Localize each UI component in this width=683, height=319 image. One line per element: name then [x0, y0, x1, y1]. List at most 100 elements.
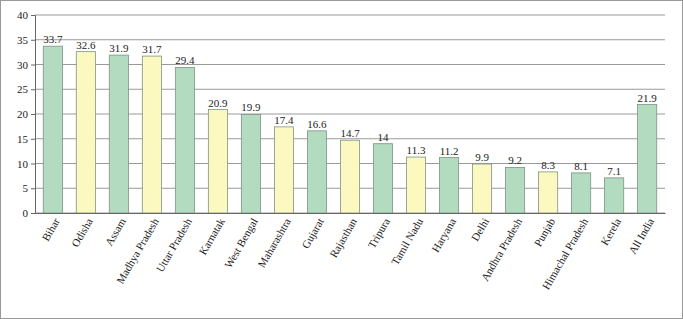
bar	[340, 140, 359, 213]
x-tick-label: Haryana	[429, 216, 458, 254]
grid-line	[35, 39, 665, 40]
data-label: 17.4	[274, 114, 294, 126]
x-tick-label: Himachal Pradesh	[540, 215, 591, 291]
x-tick: Bihar	[39, 213, 62, 243]
y-tick-mark	[31, 15, 35, 16]
x-tick-label: West Bengal	[222, 216, 260, 270]
bar	[241, 114, 260, 213]
bar	[307, 131, 326, 213]
chart-frame	[1, 1, 683, 319]
y-tick-label: 20	[17, 108, 29, 120]
y-axis: 0 5 10 15 20 25 30 35 40	[17, 9, 36, 219]
grid	[35, 15, 665, 213]
bar	[175, 67, 194, 213]
data-label: 14	[378, 131, 390, 143]
y-tick-mark	[31, 114, 35, 115]
x-tick: Assam	[103, 213, 129, 248]
bar	[638, 105, 657, 213]
x-tick-label: Delhi	[469, 216, 492, 243]
y-tick-label: 10	[17, 158, 29, 170]
x-tick-label: Assam	[103, 216, 129, 248]
x-tick: All India	[626, 213, 656, 256]
y-tick-mark	[31, 139, 35, 140]
data-label: 29.4	[175, 54, 195, 66]
x-tick-label: Bihar	[39, 216, 62, 243]
bar	[572, 173, 591, 213]
data-label: 20.9	[208, 97, 228, 109]
data-label: 14.7	[340, 127, 360, 139]
bar	[506, 167, 525, 213]
x-tick: Tripura	[365, 213, 392, 250]
x-tick: Karnatak	[196, 213, 227, 257]
y-tick: 40	[17, 9, 35, 21]
bar	[473, 164, 492, 213]
bar	[406, 157, 425, 213]
x-tick-label: Kerela	[598, 216, 623, 247]
data-label: 31.9	[109, 42, 129, 54]
y-tick-label: 15	[17, 133, 29, 145]
y-tick: 35	[17, 34, 35, 46]
chart: 33.732.631.931.729.420.919.917.416.614.7…	[0, 0, 683, 319]
x-axis-line	[36, 213, 666, 214]
x-axis: BiharOdishaAssamMadhya PradeshUttar Prad…	[36, 213, 666, 292]
y-tick-mark	[31, 65, 35, 66]
x-tick-label: Maharashtra	[255, 216, 293, 270]
bar	[43, 46, 62, 213]
grid-line	[35, 64, 665, 65]
x-tick: Tamil Nadu	[389, 213, 426, 267]
bar	[76, 52, 95, 213]
y-tick: 0	[23, 207, 36, 219]
y-axis-line	[31, 16, 36, 214]
x-tick-label: Gujarat	[299, 216, 326, 251]
y-tick-label: 40	[17, 9, 29, 21]
bars	[43, 46, 656, 213]
plot: 33.732.631.931.729.420.919.917.416.614.7…	[17, 9, 666, 291]
data-label: 7.1	[607, 165, 621, 177]
bar	[109, 55, 128, 213]
x-tick-label: All India	[626, 216, 656, 256]
data-label: 33.7	[43, 33, 63, 45]
x-tick: Delhi	[469, 213, 492, 243]
y-tick: 30	[17, 59, 35, 71]
grid-line	[35, 114, 665, 115]
x-tick: Kerela	[598, 213, 623, 247]
bar	[142, 56, 161, 213]
data-labels: 33.732.631.931.729.420.919.917.416.614.7…	[43, 33, 657, 177]
x-tick: Gujarat	[299, 213, 326, 250]
y-tick: 20	[17, 108, 35, 120]
x-tick: Andhra Pradesh	[478, 213, 524, 283]
data-label: 8.3	[541, 159, 555, 171]
y-tick-label: 5	[23, 182, 29, 194]
data-label: 21.9	[638, 92, 658, 104]
x-tick-label: Rajasthan	[327, 216, 359, 260]
y-tick-mark	[31, 188, 35, 189]
y-tick: 25	[17, 83, 35, 95]
y-tick-mark	[31, 40, 35, 41]
x-tick-label: Madhya Pradesh	[114, 215, 161, 285]
bar	[605, 178, 624, 213]
data-label: 19.9	[241, 101, 261, 113]
x-tick-label: Andhra Pradesh	[478, 216, 524, 284]
data-label: 11.3	[407, 144, 426, 156]
x-tick-label: Tamil Nadu	[389, 215, 426, 267]
bar	[208, 110, 227, 213]
x-tick: Rajasthan	[327, 213, 359, 260]
bar	[373, 144, 392, 213]
y-tick-label: 0	[23, 207, 29, 219]
x-tick-label: Uttar Pradesh	[153, 216, 194, 275]
y-tick-label: 35	[17, 34, 29, 46]
data-label: 31.7	[142, 43, 162, 55]
data-label: 16.6	[307, 118, 327, 130]
x-tick-label: Karnatak	[196, 215, 227, 256]
y-tick-mark	[31, 89, 35, 90]
x-tick: Himachal Pradesh	[540, 213, 591, 292]
x-tick-label: Punjab	[532, 215, 558, 248]
data-label: 9.2	[508, 154, 522, 166]
x-tick: Punjab	[532, 213, 558, 248]
y-tick-label: 25	[17, 83, 29, 95]
data-label: 11.2	[440, 145, 459, 157]
y-tick: 10	[17, 158, 35, 170]
grid-line	[35, 89, 665, 90]
x-tick: West Bengal	[222, 213, 260, 270]
data-label: 8.1	[574, 160, 588, 172]
